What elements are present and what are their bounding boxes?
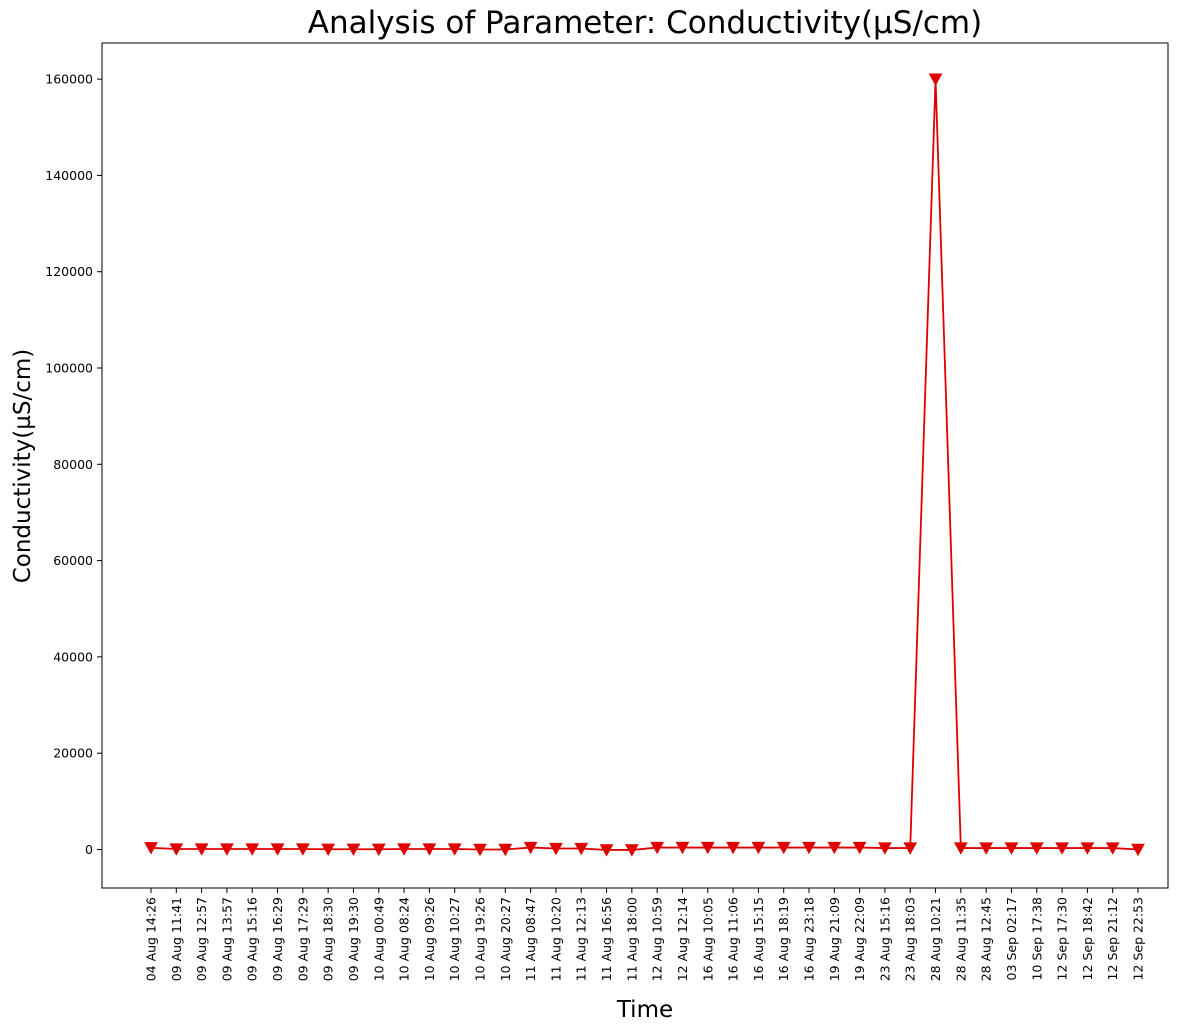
data-point-marker (953, 842, 968, 855)
x-tick-label: 09 Aug 15:16 (245, 897, 260, 981)
data-point-marker (903, 842, 918, 855)
x-tick-label: 09 Aug 19:30 (346, 897, 361, 981)
x-tick-label: 10 Aug 08:24 (397, 897, 412, 981)
y-tick-label: 20000 (53, 746, 93, 761)
data-point-marker (802, 841, 816, 855)
data-point-marker (751, 841, 766, 855)
x-tick-label: 10 Aug 20:27 (498, 897, 513, 981)
data-point-marker (852, 841, 867, 855)
data-point-marker (1131, 843, 1145, 857)
x-tick-label: 11 Aug 10:20 (548, 897, 563, 981)
x-tick-label: 23 Aug 15:16 (877, 897, 892, 981)
x-tick-label: 16 Aug 10:05 (700, 897, 715, 981)
y-tick-label: 60000 (53, 553, 93, 568)
data-point-marker (1004, 842, 1019, 855)
x-tick-label: 09 Aug 17:29 (295, 897, 310, 981)
y-tick-label: 100000 (45, 361, 93, 376)
data-point-marker (928, 73, 943, 86)
x-tick-label: 16 Aug 18:19 (776, 897, 791, 981)
x-tick-label: 19 Aug 21:09 (827, 897, 842, 981)
x-tick-label: 10 Aug 09:26 (422, 897, 437, 981)
x-tick-label: 03 Sep 02:17 (1004, 897, 1019, 980)
x-tick-label: 09 Aug 18:30 (321, 897, 336, 981)
data-point-marker (726, 841, 740, 855)
data-point-marker (878, 842, 892, 855)
x-tick-label: 12 Sep 18:42 (1080, 897, 1095, 980)
x-tick-label: 28 Aug 12:45 (979, 897, 994, 981)
x-tick-label: 12 Sep 22:53 (1131, 897, 1146, 980)
data-point-marker (979, 842, 994, 855)
data-point-marker (422, 843, 437, 856)
x-tick-label: 12 Sep 17:30 (1055, 897, 1070, 980)
x-tick-label: 23 Aug 18:03 (903, 897, 918, 981)
data-point-marker (574, 842, 589, 856)
x-tick-label: 10 Aug 19:26 (473, 897, 488, 981)
data-point-marker (675, 841, 690, 855)
data-point-marker (447, 843, 462, 856)
x-tick-label: 09 Aug 13:57 (219, 897, 234, 981)
data-point-marker (1105, 842, 1120, 855)
data-point-marker (498, 843, 513, 857)
x-tick-label: 10 Aug 00:49 (371, 897, 386, 981)
data-point-marker (1080, 842, 1095, 855)
data-point-marker (650, 841, 665, 855)
plot-area-frame (101, 42, 1169, 889)
y-tick-label: 120000 (45, 264, 93, 279)
data-point-marker (473, 843, 487, 857)
x-axis-title: Time (616, 997, 673, 1023)
data-point-marker (549, 842, 563, 856)
data-point-marker (194, 843, 209, 856)
conductivity-series (144, 73, 1145, 857)
data-point-marker (1055, 842, 1069, 855)
data-point-marker (321, 843, 336, 856)
x-tick-label: 09 Aug 11:41 (169, 897, 184, 981)
y-tick-label: 80000 (53, 457, 93, 472)
data-point-marker (346, 843, 361, 856)
x-tick-label: 10 Aug 10:27 (447, 897, 462, 981)
x-tick-label: 12 Aug 10:59 (650, 897, 665, 981)
x-tick-label: 11 Aug 08:47 (523, 897, 538, 981)
y-tick-label: 40000 (53, 649, 93, 664)
data-point-marker (220, 843, 234, 856)
x-tick-label: 12 Sep 21:12 (1105, 897, 1120, 980)
series-line (150, 78, 1139, 851)
x-tick-label: 11 Aug 12:13 (574, 897, 589, 981)
data-point-marker (270, 843, 285, 856)
x-tick-label: 19 Aug 22:09 (852, 897, 867, 981)
data-point-marker (397, 843, 411, 856)
x-tick-label: 16 Aug 23:18 (802, 897, 817, 981)
data-point-marker (523, 841, 538, 855)
data-point-marker (245, 843, 260, 856)
x-tick-label: 09 Aug 12:57 (194, 897, 209, 981)
data-point-marker (295, 843, 310, 856)
data-point-marker (371, 843, 386, 856)
x-tick-label: 28 Aug 10:21 (928, 897, 943, 981)
x-tick-label: 11 Aug 16:56 (599, 897, 614, 981)
x-tick-label: 11 Aug 18:00 (624, 897, 639, 981)
data-point-marker (1029, 842, 1044, 855)
y-axis: 0 20000 40000 60000 80000 100000 120000 140000 1… (45, 72, 102, 857)
data-point-marker (700, 841, 715, 855)
y-tick-label: 0 (85, 842, 93, 857)
data-point-marker (144, 842, 158, 855)
x-tick-label: 28 Aug 11:35 (953, 897, 968, 981)
x-tick-label: 12 Aug 12:14 (675, 897, 690, 981)
data-point-marker (776, 841, 791, 855)
x-tick-label: 16 Aug 11:06 (726, 897, 741, 981)
x-tick-label: 04 Aug 14:26 (144, 897, 159, 981)
x-axis: 04 Aug 14:26 09 Aug 11:41 09 Aug 12:57 09 A… (144, 888, 1146, 981)
data-point-marker (599, 844, 614, 857)
y-tick-label: 140000 (45, 168, 93, 183)
chart-title: Analysis of Parameter: Conductivity(µS/c… (308, 5, 982, 41)
y-tick-label: 160000 (45, 72, 93, 87)
data-point-marker (169, 843, 184, 856)
x-tick-label: 16 Aug 15:15 (751, 897, 766, 981)
data-point-marker (827, 841, 842, 855)
data-point-marker (624, 844, 639, 857)
x-tick-label: 09 Aug 16:29 (270, 897, 285, 981)
y-axis-title: Conductivity(µS/cm) (10, 349, 36, 584)
x-tick-label: 10 Sep 17:38 (1029, 897, 1044, 980)
